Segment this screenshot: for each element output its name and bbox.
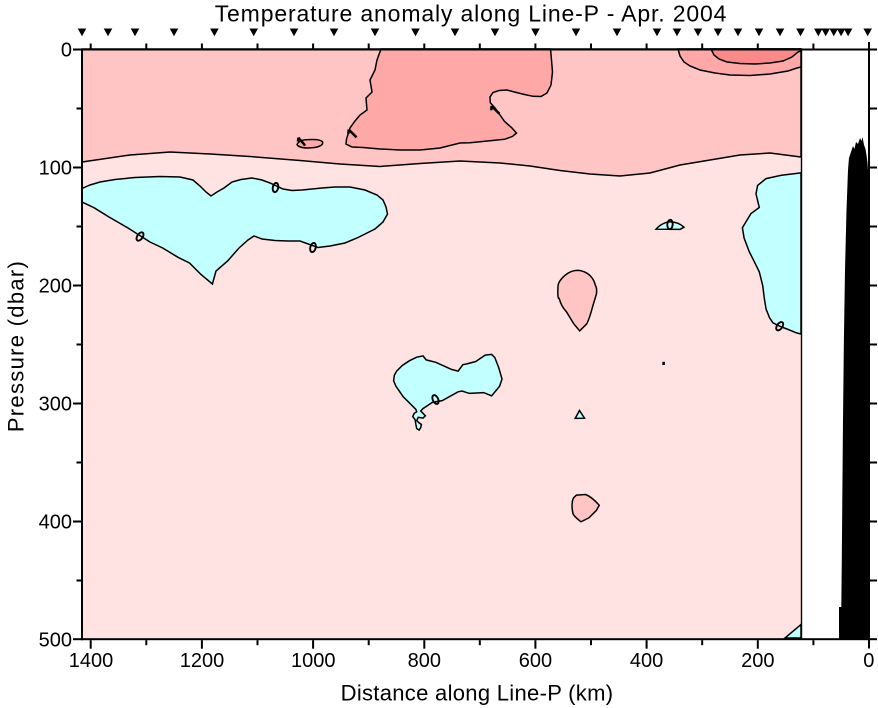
svg-text:Distance along Line-P (km): Distance along Line-P (km): [341, 681, 614, 706]
svg-text:500: 500: [39, 630, 72, 652]
svg-text:400: 400: [630, 650, 663, 672]
svg-text:Temperature anomaly along Line: Temperature anomaly along Line-P - Apr. …: [215, 1, 728, 27]
svg-text:100: 100: [39, 158, 72, 180]
svg-text:800: 800: [408, 650, 441, 672]
svg-text:1200: 1200: [180, 650, 225, 672]
svg-text:400: 400: [39, 512, 72, 534]
svg-text:1000: 1000: [291, 650, 336, 672]
svg-text:0: 0: [863, 650, 874, 672]
svg-text:600: 600: [519, 650, 552, 672]
svg-text:200: 200: [741, 650, 774, 672]
svg-text:1400: 1400: [69, 650, 114, 672]
svg-text:0: 0: [61, 40, 72, 62]
svg-text:300: 300: [39, 394, 72, 416]
svg-text:200: 200: [39, 276, 72, 298]
svg-text:Pressure (dbar): Pressure (dbar): [4, 260, 29, 432]
